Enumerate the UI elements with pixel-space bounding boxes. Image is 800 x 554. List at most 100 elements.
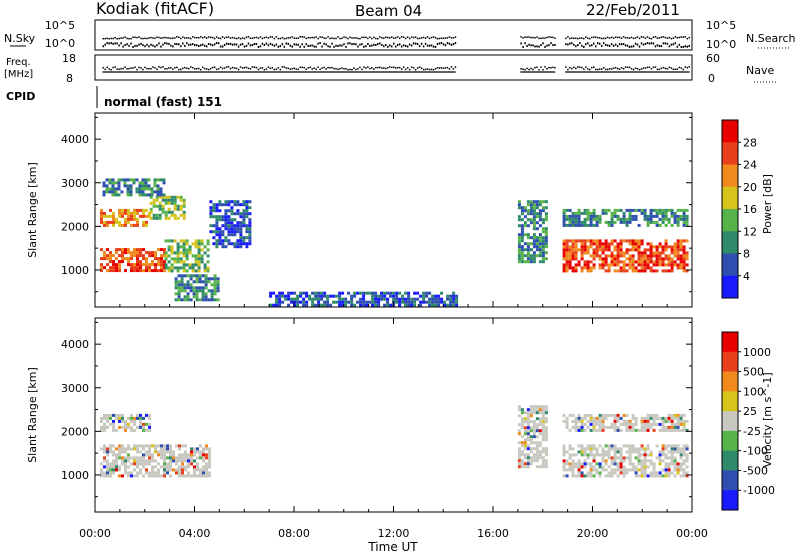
colorbar-swatch — [722, 391, 738, 412]
heatmap-cell — [112, 450, 115, 454]
heatmap-cell — [230, 212, 234, 216]
heatmap-cell — [112, 462, 115, 466]
heatmap-cell — [544, 227, 548, 231]
heatmap-cell — [200, 248, 204, 252]
heatmap-cell — [115, 456, 118, 460]
nsky-point — [606, 44, 609, 47]
heatmap-cell — [365, 303, 369, 307]
nsky-point — [136, 44, 138, 47]
heatmap-cell — [658, 462, 662, 466]
heatmap-cell — [162, 181, 166, 185]
heatmap-cell — [679, 242, 683, 246]
heatmap-cell — [154, 447, 157, 451]
heatmap-cell — [155, 198, 159, 202]
heatmap-cell — [574, 254, 578, 258]
heatmap-cell — [544, 459, 548, 463]
nsearch-point — [333, 37, 335, 40]
heatmap-cell — [224, 221, 228, 225]
heatmap-cell — [153, 181, 157, 185]
heatmap-cell — [580, 471, 584, 475]
nave-point — [381, 67, 383, 69]
nsearch-point — [389, 37, 391, 39]
nave-point — [347, 68, 349, 71]
heatmap-cell — [658, 263, 662, 267]
heatmap-cell — [148, 266, 151, 270]
heatmap-cell — [201, 280, 205, 284]
nsky-point — [573, 43, 575, 46]
heatmap-cell — [115, 220, 118, 224]
heatmap-cell — [178, 459, 181, 463]
heatmap-cell — [183, 289, 187, 293]
nsearch-point — [116, 37, 118, 40]
nsky-point — [654, 45, 657, 48]
heatmap-cell — [118, 425, 121, 429]
heatmap-cell — [216, 286, 220, 290]
power-colorbar-label: Power [dB] — [761, 174, 774, 234]
heatmap-cell — [682, 269, 686, 273]
heatmap-cell — [574, 422, 578, 426]
heatmap-cell — [177, 280, 181, 284]
heatmap-cell — [230, 242, 234, 246]
heatmap-cell — [197, 248, 201, 252]
heatmap-cell — [529, 257, 533, 261]
heatmap-cell — [685, 257, 689, 261]
heatmap-cell — [148, 459, 151, 463]
heatmap-cell — [595, 468, 599, 472]
nave-point — [450, 66, 453, 68]
heatmap-cell — [670, 419, 674, 423]
heatmap-cell — [661, 422, 665, 426]
heatmap-cell — [130, 269, 133, 273]
heatmap-cell — [634, 468, 638, 472]
colorbar-swatch — [722, 470, 738, 491]
heatmap-cell — [121, 450, 124, 454]
heatmap-cell — [224, 215, 228, 219]
nave-point — [594, 68, 597, 71]
nsky-point — [289, 44, 292, 47]
nave-point — [343, 67, 345, 70]
nsearch-point — [530, 36, 532, 39]
nsearch-point — [241, 37, 244, 39]
heatmap-cell — [100, 248, 103, 252]
heatmap-cell — [413, 291, 417, 295]
heatmap-cell — [109, 266, 112, 270]
heatmap-cell — [182, 251, 186, 255]
heatmap-cell — [154, 251, 157, 255]
heatmap-cell — [517, 224, 521, 228]
heatmap-cell — [619, 450, 623, 454]
heatmap-cell — [583, 266, 587, 270]
heatmap-cell — [577, 425, 581, 429]
nsky-point — [652, 42, 655, 45]
nsearch-point — [253, 36, 256, 39]
nsearch-point — [600, 37, 603, 40]
nsky-point — [229, 42, 232, 45]
heatmap-cell — [175, 471, 178, 475]
heatmap-cell — [124, 269, 127, 273]
heatmap-cell — [173, 201, 177, 205]
nave-point — [309, 66, 311, 69]
heatmap-cell — [213, 289, 217, 293]
heatmap-cell — [380, 297, 384, 301]
heatmap-cell — [670, 214, 674, 218]
heatmap-cell — [203, 263, 207, 267]
heatmap-cell — [532, 423, 536, 427]
heatmap-cell — [634, 422, 638, 426]
heatmap-cell — [180, 280, 184, 284]
heatmap-cell — [676, 220, 680, 224]
heatmap-cell — [679, 428, 683, 432]
heatmap-cell — [673, 468, 677, 472]
heatmap-cell — [195, 298, 199, 302]
heatmap-cell — [151, 459, 154, 463]
heatmap-cell — [305, 300, 309, 304]
heatmap-cell — [634, 245, 638, 249]
heatmap-cell — [284, 294, 288, 298]
nsky-point — [656, 44, 659, 47]
heatmap-cell — [139, 214, 142, 218]
heatmap-cell — [523, 215, 527, 219]
heatmap-cell — [169, 447, 172, 451]
heatmap-cell — [127, 422, 130, 426]
nsearch-point — [233, 37, 236, 39]
heatmap-cell — [625, 269, 629, 273]
nsky-point — [243, 45, 246, 48]
heatmap-cell — [186, 283, 190, 287]
heatmap-cell — [293, 303, 297, 307]
